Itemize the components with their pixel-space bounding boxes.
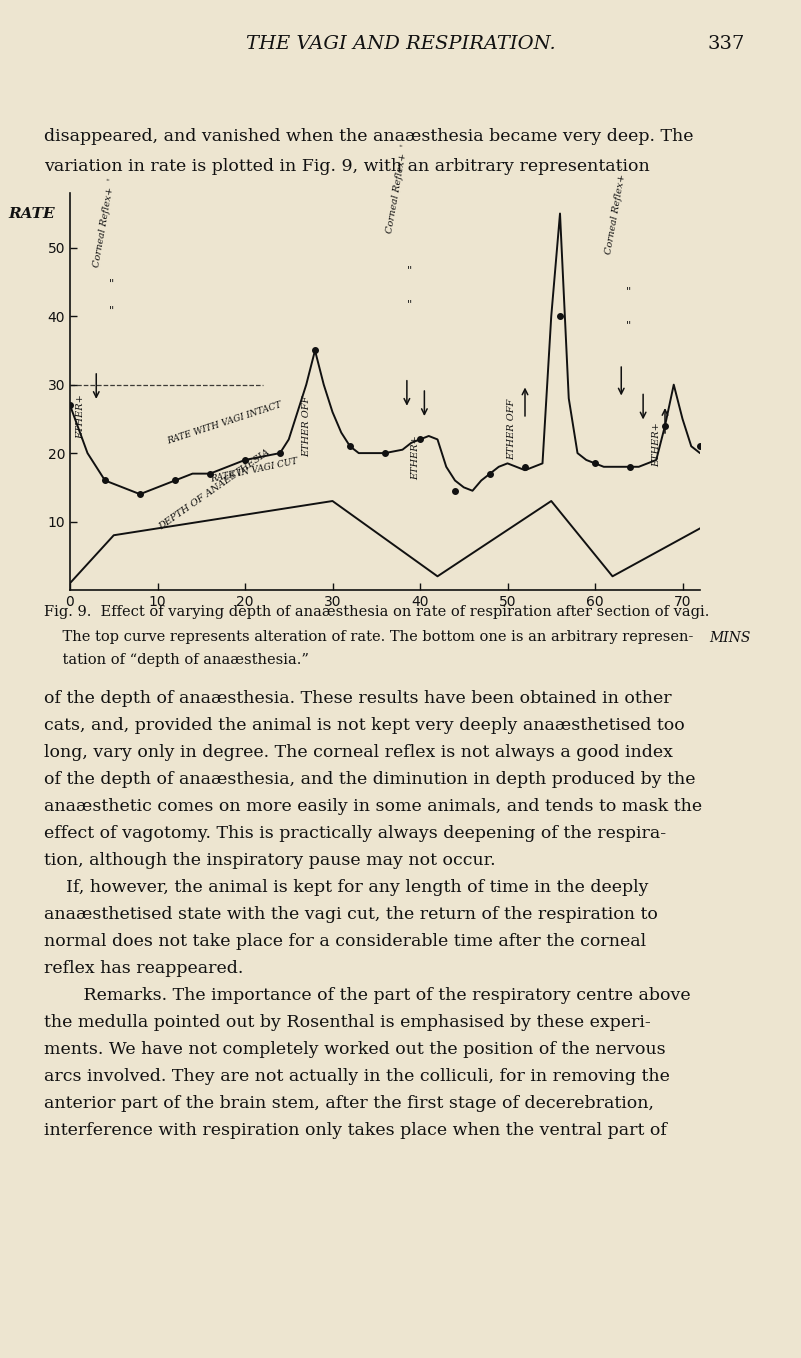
Text: anterior part of the brain stem, after the first stage of decerebration,: anterior part of the brain stem, after t… [44, 1095, 654, 1112]
Text: RATE IN VAGI CUT: RATE IN VAGI CUT [210, 456, 299, 483]
Text: ETHER+: ETHER+ [411, 436, 421, 481]
Text: ETHER+: ETHER+ [76, 395, 85, 440]
Text: ": " [407, 299, 413, 310]
Text: DEPTH OF ANAESTHESIA: DEPTH OF ANAESTHESIA [158, 448, 272, 532]
Text: Corneal Reflex+  ': Corneal Reflex+ ' [92, 178, 116, 269]
Text: normal does not take place for a considerable time after the corneal: normal does not take place for a conside… [44, 933, 646, 951]
Text: Fig. 9.  Effect of varying depth of anaæsthesia on rate of respiration after sec: Fig. 9. Effect of varying depth of anaæs… [44, 606, 710, 619]
Text: arcs involved. They are not actually in the colliculi, for in removing the: arcs involved. They are not actually in … [44, 1067, 670, 1085]
Text: long, vary only in degree. The corneal reflex is not always a good index: long, vary only in degree. The corneal r… [44, 744, 673, 760]
Text: anaæsthetised state with the vagi cut, the return of the respiration to: anaæsthetised state with the vagi cut, t… [44, 906, 658, 923]
Text: THE VAGI AND RESPIRATION.: THE VAGI AND RESPIRATION. [246, 35, 555, 53]
Text: ETHER OFF: ETHER OFF [507, 399, 517, 460]
Text: disappeared, and vanished when the anaæsthesia became very deep. The: disappeared, and vanished when the anaæs… [44, 128, 694, 145]
Text: ": " [110, 278, 115, 289]
Text: cats, and, provided the animal is not kept very deeply anaæsthetised too: cats, and, provided the animal is not ke… [44, 717, 685, 735]
Text: effect of vagotomy. This is practically always deepening of the respira-: effect of vagotomy. This is practically … [44, 826, 666, 842]
Text: ETHER OFF: ETHER OFF [302, 395, 311, 456]
Text: variation in rate is plotted in Fig. 9, with an arbitrary representation: variation in rate is plotted in Fig. 9, … [44, 158, 650, 175]
Text: of the depth of anaæsthesia, and the diminution in depth produced by the: of the depth of anaæsthesia, and the dim… [44, 771, 695, 788]
Text: ments. We have not completely worked out the position of the nervous: ments. We have not completely worked out… [44, 1042, 666, 1058]
Text: Corneal Reflex+  ': Corneal Reflex+ ' [604, 164, 628, 254]
Text: The top curve represents alteration of rate. The bottom one is an arbitrary repr: The top curve represents alteration of r… [44, 630, 694, 644]
Text: MINS: MINS [709, 631, 750, 645]
Text: RATE WITH VAGI INTACT: RATE WITH VAGI INTACT [167, 401, 284, 447]
Text: Corneal Reflex+  ': Corneal Reflex+ ' [385, 144, 409, 234]
Text: ": " [407, 265, 413, 276]
Text: If, however, the animal is kept for any length of time in the deeply: If, however, the animal is kept for any … [44, 879, 649, 896]
Text: anaæsthetic comes on more easily in some animals, and tends to mask the: anaæsthetic comes on more easily in some… [44, 799, 702, 815]
Text: interference with respiration only takes place when the ventral part of: interference with respiration only takes… [44, 1122, 667, 1139]
Text: of the depth of anaæsthesia. These results have been obtained in other: of the depth of anaæsthesia. These resul… [44, 690, 672, 708]
Text: 337: 337 [707, 35, 745, 53]
Text: tion, although the inspiratory pause may not occur.: tion, although the inspiratory pause may… [44, 851, 496, 869]
Text: the medulla pointed out by Rosenthal is emphasised by these experi-: the medulla pointed out by Rosenthal is … [44, 1014, 650, 1031]
Text: reflex has reappeared.: reflex has reappeared. [44, 960, 244, 976]
Text: ": " [626, 285, 631, 296]
Text: ": " [626, 320, 631, 330]
Text: tation of “depth of anaæsthesia.”: tation of “depth of anaæsthesia.” [44, 653, 309, 667]
Text: ETHER+: ETHER+ [652, 422, 661, 467]
Text: RATE: RATE [9, 206, 55, 221]
Text: Remarks. The importance of the part of the respiratory centre above: Remarks. The importance of the part of t… [44, 987, 690, 1004]
Text: ": " [110, 306, 115, 316]
